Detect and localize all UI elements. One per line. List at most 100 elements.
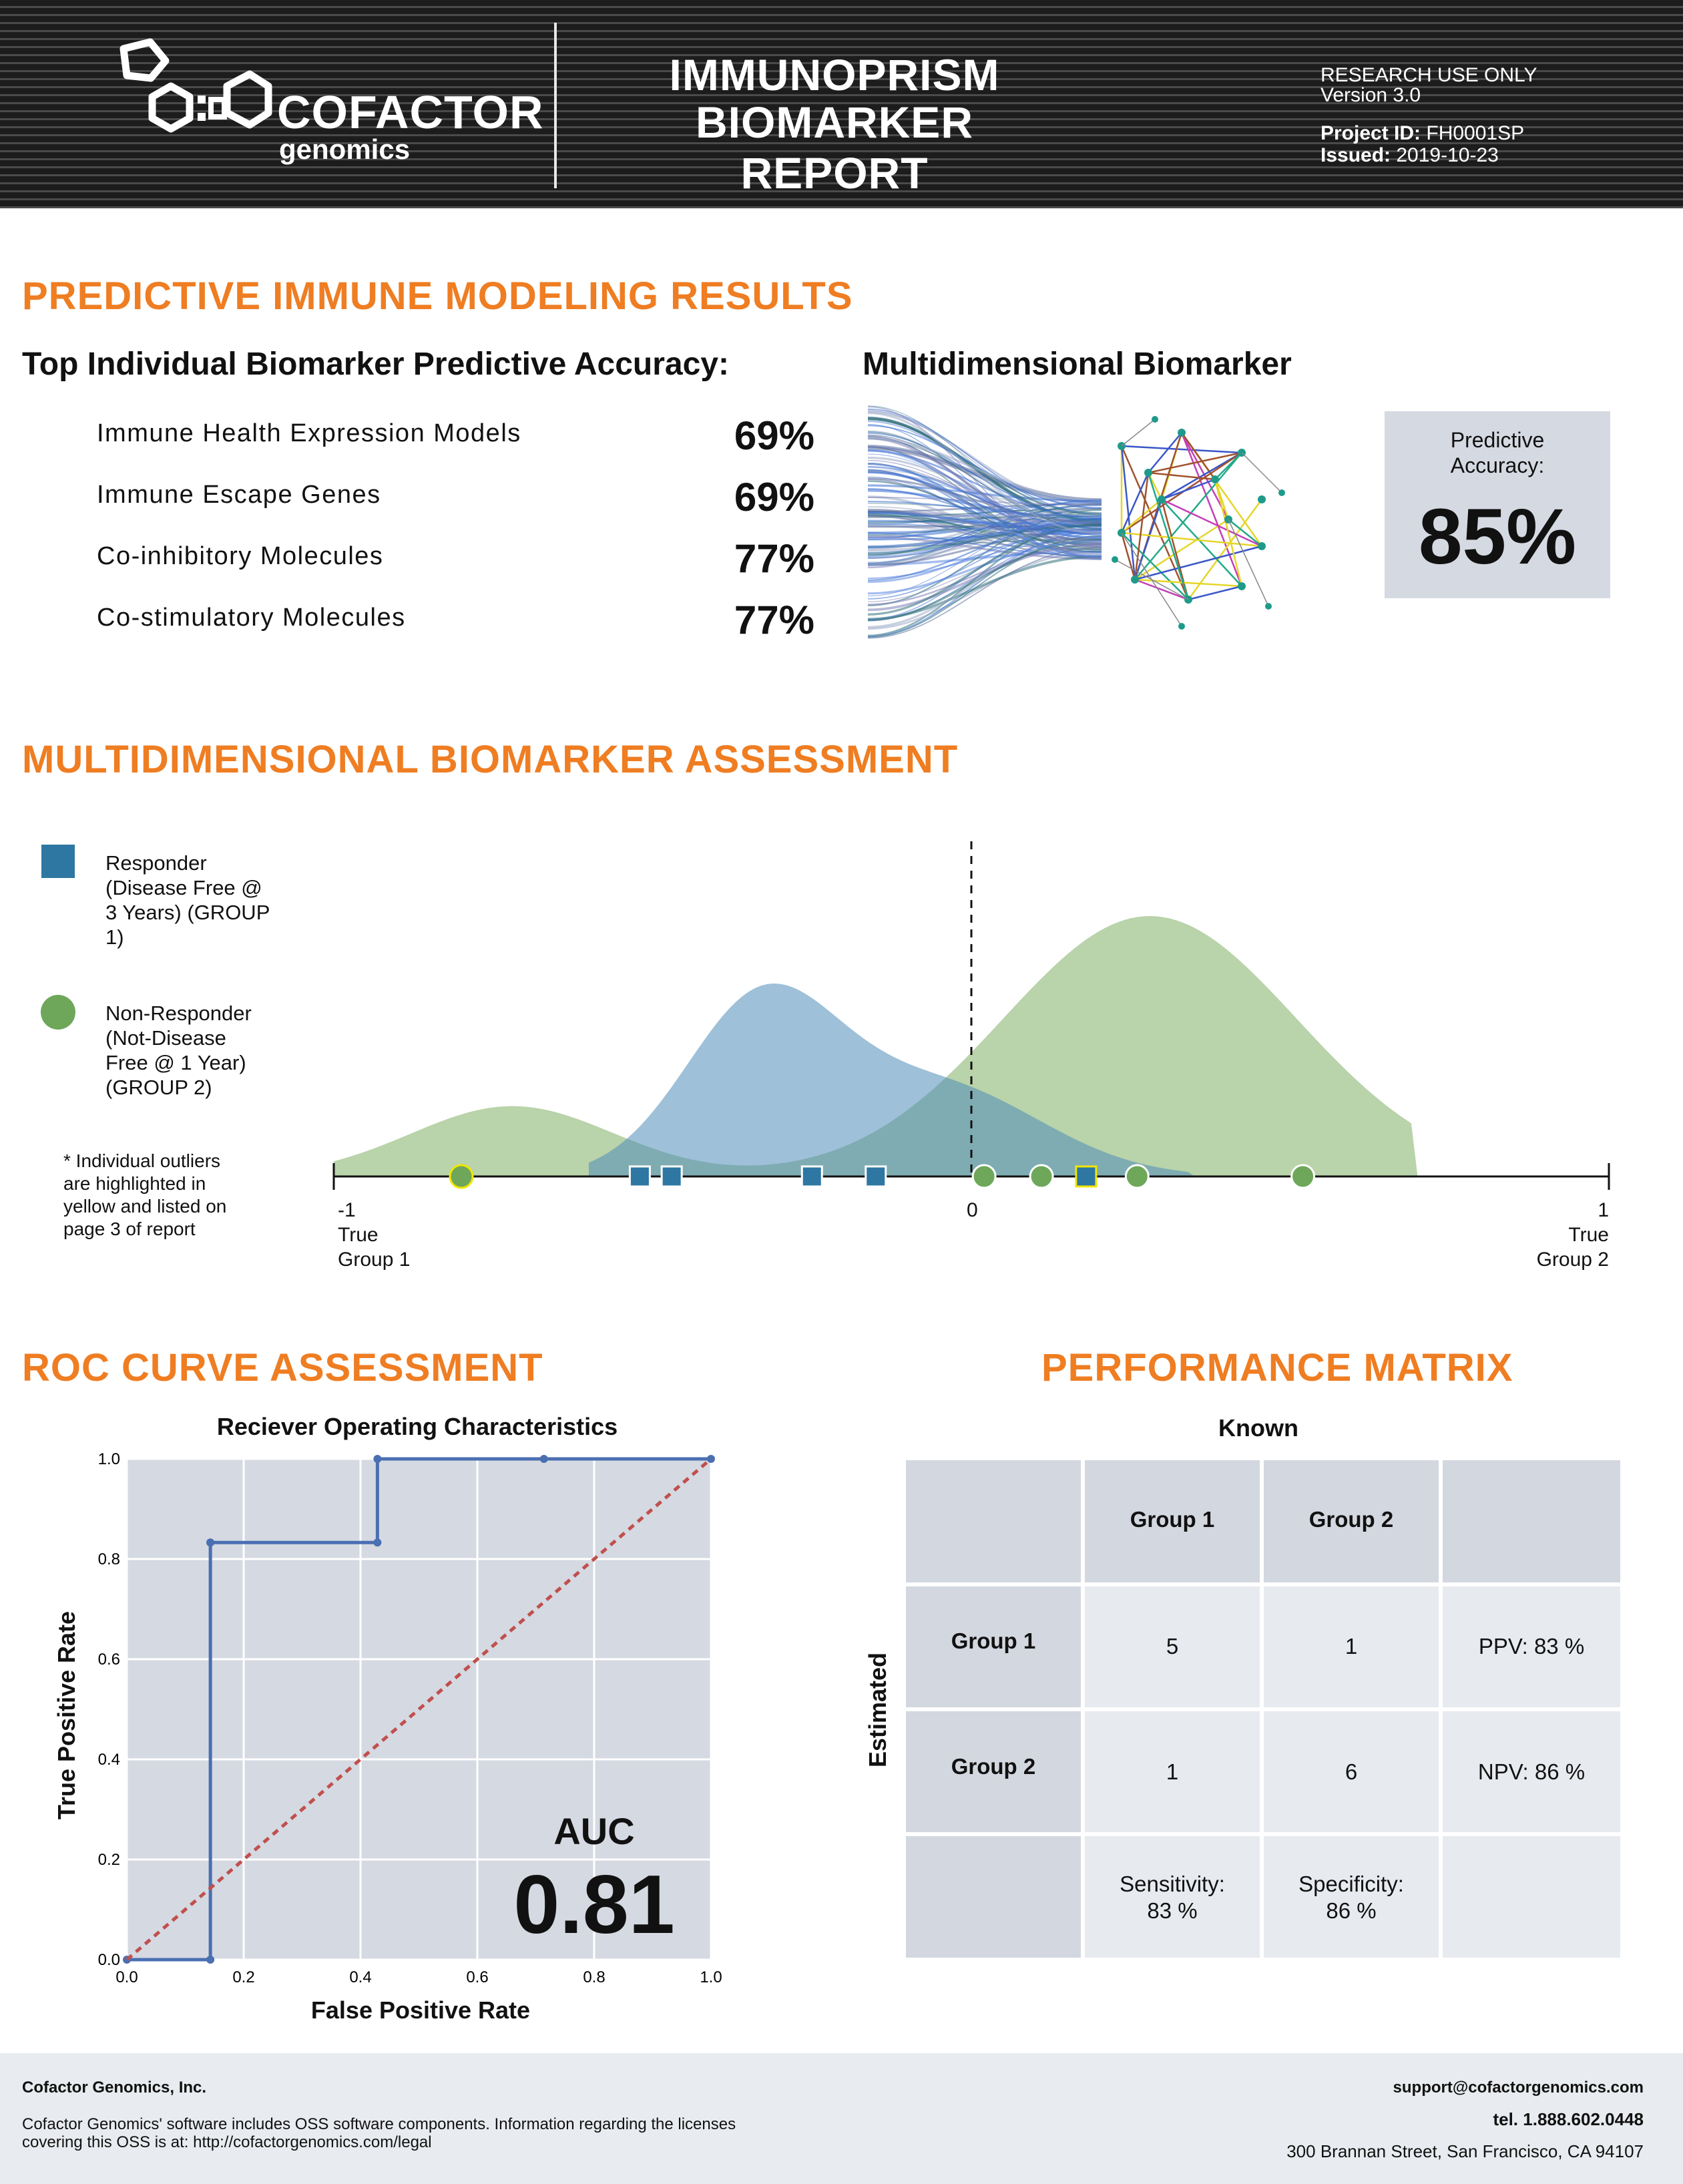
roc-y-tick-label: 0.2 [98,1851,120,1869]
matrix-col-header: Group 2 [1308,1507,1394,1532]
axis-left-line2: True [338,1224,379,1246]
matrix-section-title: PERFORMANCE MATRIX [1041,1346,1513,1389]
network-node [1238,582,1246,590]
roc-y-tick-label: 0.0 [98,1951,120,1969]
auc-label: AUC [553,1810,635,1852]
responder-point [800,1165,823,1188]
roc-point [206,1538,215,1547]
matrix-metric-cell [1443,1711,1620,1832]
metric-value: 69% [734,413,814,458]
footer-email[interactable]: support@cofactorgenomics.com [1393,2079,1644,2097]
network-edge [1161,499,1242,587]
network-edge [1241,452,1282,493]
axis-left-labels: -1 True Group 1 [338,1198,410,1272]
legend-line: 1) [105,925,124,949]
matrix-value-cell [1264,1586,1439,1707]
matrix-col-header: Group 1 [1130,1507,1215,1532]
issued-date: Issued: 2019-10-23 [1320,146,1499,166]
flow-line [868,539,1102,595]
network-edge [1134,452,1242,580]
roc-x-axis-title: False Positive Rate [310,1996,531,2024]
flow-line [868,437,1102,501]
network-edge [1214,452,1242,480]
version-label: Version 3.0 [1320,84,1421,106]
network-edge [1148,432,1182,473]
flow-line [868,532,1102,557]
header-divider [554,23,557,188]
responder-point [628,1165,651,1188]
roc-x-tick-label: 0.8 [583,1968,605,1986]
metric-label: Co-stimulatory Molecules [97,604,406,632]
flow-line [868,529,1102,638]
npv-value: NPV: 86 % [1477,1759,1586,1784]
flow-line [868,480,1102,550]
legend-line: (Disease Free @ [105,876,262,899]
known-label: Known [1218,1414,1298,1442]
network-node [1265,603,1272,610]
matrix-col-header-cell [1264,1460,1439,1582]
report-title-line1: IMMUNOPRISM [669,50,1000,99]
network-node [1278,489,1285,496]
network-edge [1161,498,1262,548]
network-edge [1161,478,1216,501]
network-edge [1120,445,1136,580]
network-edge [1120,445,1190,600]
roc-x-tick-label: 0.4 [349,1968,371,1986]
flow-line [868,484,1102,503]
matrix-value-cell [1085,1711,1260,1832]
predictive-label-line2: Accuracy: [1450,453,1545,477]
network-node [1258,542,1266,550]
roc-point [373,1538,382,1547]
project-id-label: Project ID: [1320,122,1421,144]
network-edge [1161,451,1242,501]
predictive-accuracy-value: 85% [1418,493,1577,581]
specificity-label: Specificity: [1298,1872,1404,1896]
network-edge [1134,518,1229,581]
multidimensional-title: Multidimensional Biomarker [863,347,1292,382]
network-edge [1121,419,1156,447]
project-id-value: FH0001SP [1426,122,1525,144]
network-node [1152,416,1158,423]
network-edge [1120,532,1136,580]
legend-line: 3 Years) (GROUP [105,901,270,924]
roc-x-tick-label: 0.2 [232,1968,254,1986]
metric-value: 77% [734,536,814,581]
flow-line [868,497,1102,505]
responder-point [865,1165,887,1188]
metric-label: Co-inhibitory Molecules [97,542,384,570]
matrix-corner-cell [906,1460,1081,1582]
matrix-value: 6 [1345,1759,1358,1784]
matrix-row-header: Group 2 [951,1754,1036,1779]
predictive-label-line1: Predictive [1450,428,1545,452]
flow-line [868,508,1102,542]
network-node [1144,469,1152,477]
network-node [1112,556,1118,563]
sensitivity-label: Sensitivity: [1120,1872,1225,1896]
network-edge [1188,585,1242,601]
matrix-metric-cell [1085,1836,1260,1958]
performance-matrix: Group 1 Group 2 Group 1 Group 2 5 1 1 6 … [906,1460,1620,1958]
footer-notice-line1: Cofactor Genomics' software includes OSS… [22,2115,736,2133]
footer-address: 300 Brannan Street, San Francisco, CA 94… [1286,2141,1644,2161]
logo-subname: genomics [279,134,411,165]
network-edge [1134,499,1163,580]
network-edge [1121,445,1242,454]
biomarker-flow-graphic [868,405,1285,639]
network-edge [1180,432,1216,480]
specificity-value: Specificity: 86 % [1264,1871,1439,1924]
axis-right-value: 1 [1598,1199,1609,1221]
note-line: * Individual outliers [63,1150,221,1171]
roc-y-tick-label: 0.6 [98,1651,120,1669]
non-responder-point [1124,1164,1150,1189]
flow-line [868,488,1102,538]
flow-line [868,523,1102,616]
note-line: page 3 of report [63,1219,196,1239]
legend-line: Non-Responder [105,1002,252,1025]
matrix-row-header: Group 1 [951,1628,1036,1653]
cofactor-logo-icon [119,38,272,133]
flow-line [868,462,1102,558]
network-edge [1121,532,1189,600]
network-edge [1121,499,1162,533]
roc-y-tick-label: 1.0 [98,1450,120,1468]
metric-value: 69% [734,475,814,519]
